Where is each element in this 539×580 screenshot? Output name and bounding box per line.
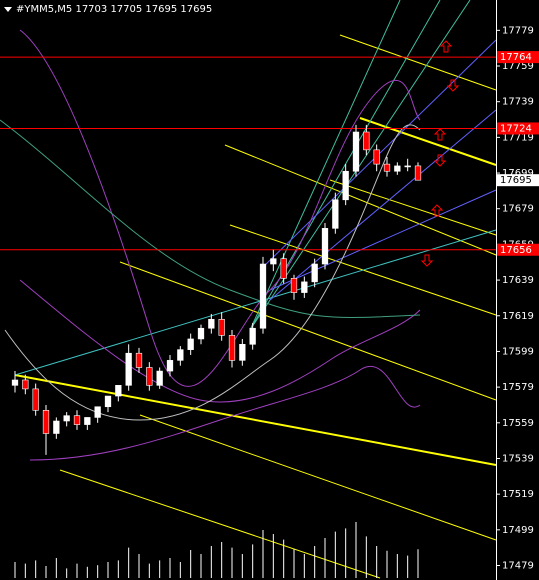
y-tick-label: 17499 [502,525,534,536]
candle-body [166,360,174,372]
candle-body [208,319,215,329]
plot [0,56,496,578]
candle-body [249,327,256,345]
last-price-bg [497,174,539,187]
level-label-bg [497,243,539,256]
y-tick-label: 17699 [502,168,534,179]
y-tick-label: 17719 [502,132,534,143]
candle-body [22,379,29,390]
y-tick-label: 17579 [502,382,534,393]
candle-body [342,170,349,201]
candle-body [11,379,19,386]
candle-body [156,370,163,386]
y-tick-label: 17779 [502,25,534,36]
candle-body [84,417,91,425]
last-price-label: 17695 [500,175,532,186]
level-label: 17764 [500,52,532,63]
y-tick-label: 17479 [502,561,534,572]
y-tick-label: 17739 [502,97,534,108]
candle-body [332,199,339,229]
candle-body [218,319,225,336]
candle-body [239,344,246,361]
candle-body [42,410,50,434]
y-tick-label: 17679 [502,204,534,215]
y-tick-label: 17559 [502,418,534,429]
y-tick-label: 17619 [502,311,534,322]
y-tick-label: 17539 [502,453,534,464]
candle-body [146,367,153,386]
candle-body [177,349,184,361]
y-tick-label: 17519 [502,489,534,500]
candle-body [373,149,380,165]
candle-body [352,131,360,172]
candle-body [94,406,101,418]
candle-body [228,335,236,361]
candle-body [73,415,81,425]
drawings [0,0,497,579]
level-label: 17724 [500,123,532,134]
candle-body [53,420,60,434]
candle-body [270,258,277,265]
y-tick-label: 17599 [502,346,534,357]
arrows [420,40,460,267]
chart-title: #YMM5,M5 17703 17705 17695 17695 [16,4,212,15]
level-label: 17656 [500,245,532,256]
candle-body [280,258,287,279]
candle-body [115,385,122,397]
level-label-bg [497,51,539,64]
candle-body [104,395,112,408]
symbol-marker [4,7,12,12]
candle-body [363,131,370,151]
candle-body [394,165,401,172]
candle-body [32,388,39,411]
candle-body [383,163,391,172]
candle-body [63,415,70,422]
candle-body [125,352,132,386]
candle-body [321,228,329,265]
candle-body [404,165,411,168]
candle-body [259,263,267,329]
candle-body [187,338,194,350]
candle-body [414,165,422,181]
price-axis-line [496,0,497,580]
level-label-bg [497,122,539,135]
y-tick-label: 17759 [502,61,534,72]
candle-body [311,263,318,283]
candle-body [135,352,143,368]
candle-body [290,277,298,293]
candle-body [197,327,205,340]
candle-body [301,281,308,293]
y-tick-label: 17639 [502,275,534,286]
